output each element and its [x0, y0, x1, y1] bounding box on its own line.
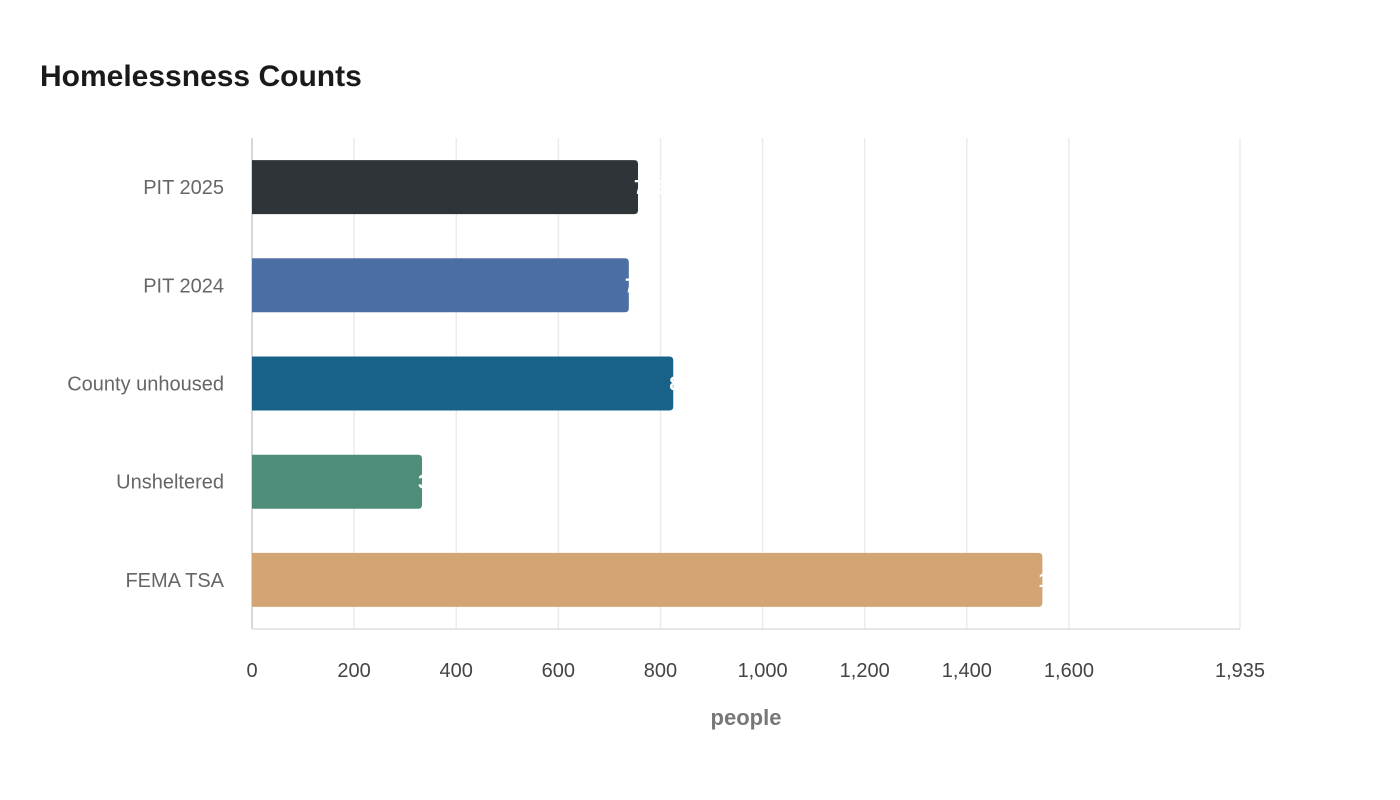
bar: [252, 552, 1043, 607]
data-label: 756: [634, 177, 667, 199]
x-tick-label: 200: [337, 660, 370, 682]
category-label: PIT 2025: [143, 177, 224, 199]
category-labels: PIT 2025 PIT 2024 County unhoused Unshelter…: [67, 177, 224, 592]
x-tick-label: 600: [542, 660, 575, 682]
x-axis-title: people: [711, 705, 782, 730]
x-tick-label: 1,600: [1044, 660, 1094, 682]
x-tick-label: 800: [644, 660, 677, 682]
bar: [252, 454, 423, 509]
data-label: 333: [418, 472, 451, 494]
data-label: 738: [625, 275, 658, 297]
x-tick-label: 1,400: [942, 660, 992, 682]
bar: [252, 356, 674, 411]
category-label: FEMA TSA: [125, 570, 224, 592]
x-tick-labels: 0 200 400 600 800 1,000 1,200 1,400 1,600 1,935: [246, 660, 1265, 682]
category-label: County unhoused: [67, 374, 224, 396]
bars: 756 738 825 333 1548: [252, 160, 1083, 607]
chart-title: Homelessness Counts: [40, 60, 362, 93]
x-tick-label: 1,935: [1215, 660, 1265, 682]
bar: [252, 258, 629, 313]
data-label: 1548: [1038, 570, 1083, 592]
category-label: Unsheltered: [116, 472, 224, 494]
bar: [252, 160, 639, 215]
x-tick-label: 1,200: [840, 660, 890, 682]
x-tick-label: 1,000: [738, 660, 788, 682]
category-label: PIT 2024: [143, 275, 224, 297]
x-tick-label: 400: [440, 660, 473, 682]
x-tick-label: 0: [246, 660, 257, 682]
data-label: 825: [669, 374, 702, 396]
